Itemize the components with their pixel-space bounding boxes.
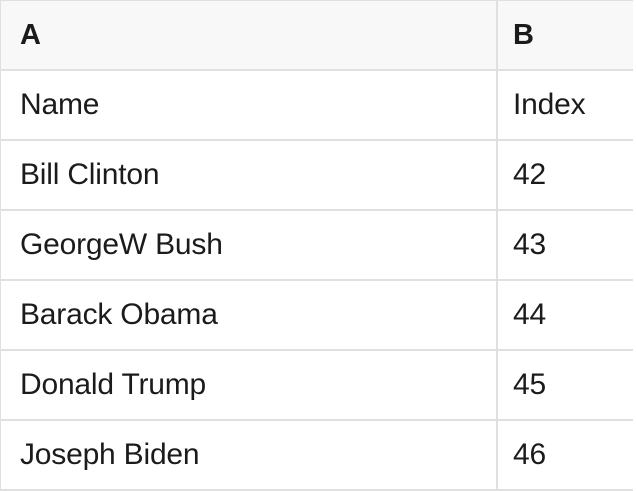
cell-b3-index-43[interactable]: 43 (498, 211, 633, 281)
cell-b5-index-45[interactable]: 45 (498, 351, 633, 421)
column-header-b[interactable]: B (498, 1, 633, 71)
cell-a2-bill-clinton[interactable]: Bill Clinton (1, 141, 498, 211)
cell-b6-index-46[interactable]: 46 (498, 421, 633, 491)
cell-a5-donald-trump[interactable]: Donald Trump (1, 351, 498, 421)
cell-b1-index-label[interactable]: Index (498, 71, 633, 141)
cell-a4-barack-obama[interactable]: Barack Obama (1, 281, 498, 351)
cell-a3-georgew-bush[interactable]: GeorgeW Bush (1, 211, 498, 281)
cell-b2-index-42[interactable]: 42 (498, 141, 633, 211)
cell-a6-joseph-biden[interactable]: Joseph Biden (1, 421, 498, 491)
column-header-a[interactable]: A (1, 1, 498, 71)
cell-b4-index-44[interactable]: 44 (498, 281, 633, 351)
cell-a1-name-label[interactable]: Name (1, 71, 498, 141)
